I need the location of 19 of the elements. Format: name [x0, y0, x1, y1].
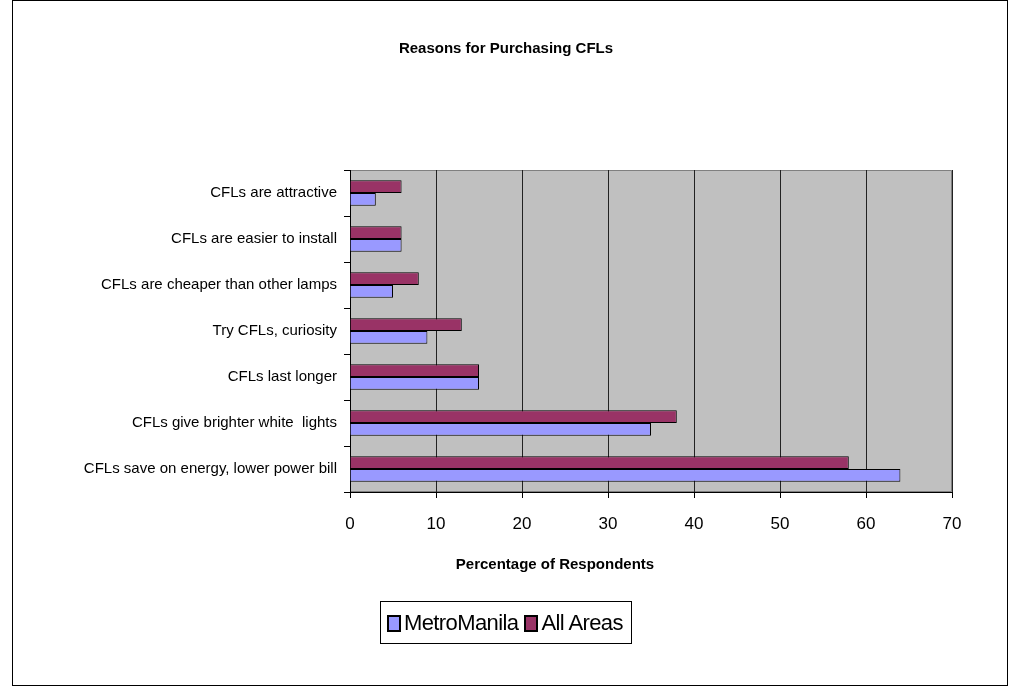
- x-tick-label: 40: [684, 513, 704, 533]
- x-tick-label: 20: [512, 513, 532, 533]
- legend-label: All Areas: [541, 609, 623, 637]
- legend-label: MetroManila: [404, 609, 519, 637]
- y-tick-label: Try CFLs, curiosity: [212, 321, 338, 339]
- y-tick-label: CFLs give brighter white lights: [131, 413, 337, 431]
- y-tick-label: CFLs are cheaper than other lamps: [101, 275, 337, 293]
- x-tick-label: 10: [426, 513, 446, 533]
- y-tick-label: CFLs are attractive: [210, 183, 337, 201]
- x-tick-label: 0: [345, 513, 355, 533]
- y-tick-label: CFLs save on energy, lower power bill: [83, 459, 337, 477]
- x-tick-label: 50: [770, 513, 790, 533]
- y-tick-label: CFLs are easier to install: [171, 229, 337, 247]
- chart-title: Reasons for Purchasing CFLs: [398, 39, 614, 57]
- x-axis-title: Percentage of Respondents: [455, 555, 655, 573]
- x-tick-label: 70: [942, 513, 962, 533]
- x-tick-label: 30: [598, 513, 618, 533]
- y-tick-label: CFLs last longer: [227, 367, 337, 385]
- x-tick-label: 60: [856, 513, 876, 533]
